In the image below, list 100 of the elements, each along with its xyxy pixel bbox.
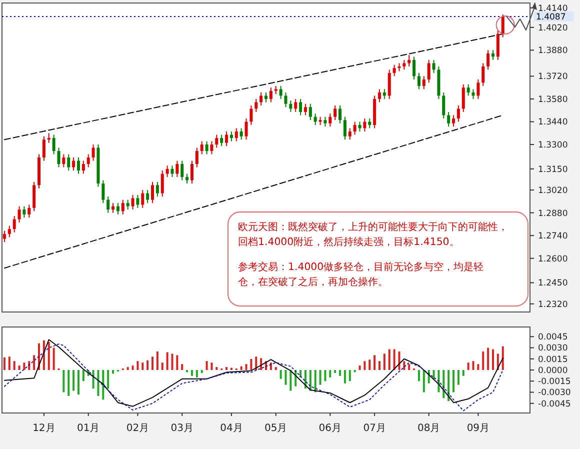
bar: [97, 370, 100, 396]
candlestick: [200, 140, 204, 155]
bar: [319, 370, 322, 385]
y-tick-label: -0.0030: [538, 388, 571, 398]
candlestick: [422, 76, 426, 90]
candlestick: [12, 216, 16, 233]
bar: [3, 357, 6, 370]
candlestick: [92, 144, 95, 162]
bar: [146, 360, 149, 370]
bar: [324, 370, 326, 382]
bar: [462, 370, 464, 376]
annotation: 欧元天图：既然突破了，上升的可能性要大于向下的可能性，回档1.4000附近，然后持续走强，目标1.4150。: [238, 221, 508, 248]
bar: [82, 370, 84, 382]
candlestick: [392, 64, 396, 77]
bar: [190, 370, 193, 376]
annotation: 参考交易：1.4000做多轻仓，目前无论多与空，均是轻仓，在突破了之后，再加仓操作。: [238, 261, 484, 288]
candlestick: [210, 140, 214, 155]
x-tick-label: 09月: [466, 423, 490, 434]
candlestick: [472, 88, 475, 100]
y-tick-label: 1.4140: [538, 4, 568, 14]
candlestick: [491, 50, 494, 60]
candlestick: [136, 194, 140, 208]
x-tick-label: 05月: [264, 423, 288, 434]
bar: [240, 366, 242, 370]
x-tick-label: 03月: [170, 423, 194, 434]
bar: [472, 361, 474, 370]
candlestick: [52, 134, 56, 155]
x-tick-label: 06月: [318, 423, 342, 434]
bar: [126, 367, 129, 370]
bar: [334, 370, 336, 373]
bar: [300, 370, 302, 378]
bar: [52, 348, 55, 370]
x-tick-label: 01月: [76, 423, 100, 434]
candlestick: [121, 199, 124, 215]
candlestick: [334, 104, 337, 121]
bar: [477, 364, 480, 370]
candlestick: [18, 206, 21, 224]
candlestick: [28, 204, 31, 218]
candlestick: [304, 103, 307, 116]
candlestick: [225, 130, 228, 147]
bar: [132, 366, 134, 370]
candlestick: [146, 190, 150, 204]
bar: [216, 367, 218, 370]
bar: [226, 367, 228, 370]
candlestick: [328, 113, 332, 128]
candlestick: [408, 54, 411, 67]
candlestick: [8, 225, 11, 238]
bar: [408, 364, 410, 370]
candlestick: [269, 87, 272, 103]
bar: [142, 362, 144, 370]
candlestick: [456, 104, 460, 122]
bar: [245, 364, 248, 370]
y-tick-label: 0.0015: [538, 354, 568, 365]
candlestick: [67, 154, 70, 172]
bar: [457, 370, 460, 385]
y-tick-label: 1.2880: [538, 208, 568, 219]
bar: [452, 370, 455, 392]
bar: [196, 370, 198, 378]
candlestick: [324, 116, 327, 128]
candlestick: [240, 128, 243, 140]
bar: [112, 370, 114, 374]
y-tick-label: 1.3150: [538, 164, 568, 175]
bar: [432, 370, 435, 379]
bar: [152, 356, 154, 370]
candlestick: [476, 78, 480, 100]
candlestick: [462, 84, 465, 112]
bar: [374, 355, 376, 370]
bar: [393, 349, 396, 370]
y-tick-label: 1.4020: [538, 23, 568, 34]
candlestick: [47, 132, 50, 144]
candlestick: [482, 62, 485, 86]
bar: [171, 354, 174, 370]
bar: [102, 370, 104, 400]
candlestick: [308, 103, 312, 121]
y-tick-label: 1.3300: [538, 140, 568, 150]
candlestick: [452, 114, 456, 128]
bar: [339, 370, 342, 376]
bar: [388, 349, 390, 370]
candlestick: [116, 202, 120, 215]
candlestick: [299, 98, 302, 116]
candlestick: [289, 100, 292, 112]
candlestick: [353, 121, 356, 136]
bar: [136, 361, 139, 370]
bar: [250, 358, 252, 370]
y-tick-label: 1.3880: [538, 46, 568, 56]
candlestick: [131, 194, 134, 210]
candlestick: [42, 136, 46, 162]
bar: [492, 349, 494, 370]
bar: [210, 362, 213, 370]
candlestick: [220, 134, 224, 147]
candlestick: [496, 30, 500, 60]
y-tick-label: 1.3580: [538, 94, 568, 105]
bar: [18, 366, 20, 370]
bar: [487, 348, 490, 370]
candlestick: [279, 85, 282, 100]
candlestick: [294, 98, 298, 112]
candlestick: [230, 130, 233, 142]
bar: [383, 354, 386, 370]
candlestick: [466, 84, 470, 96]
candlestick: [250, 104, 253, 126]
